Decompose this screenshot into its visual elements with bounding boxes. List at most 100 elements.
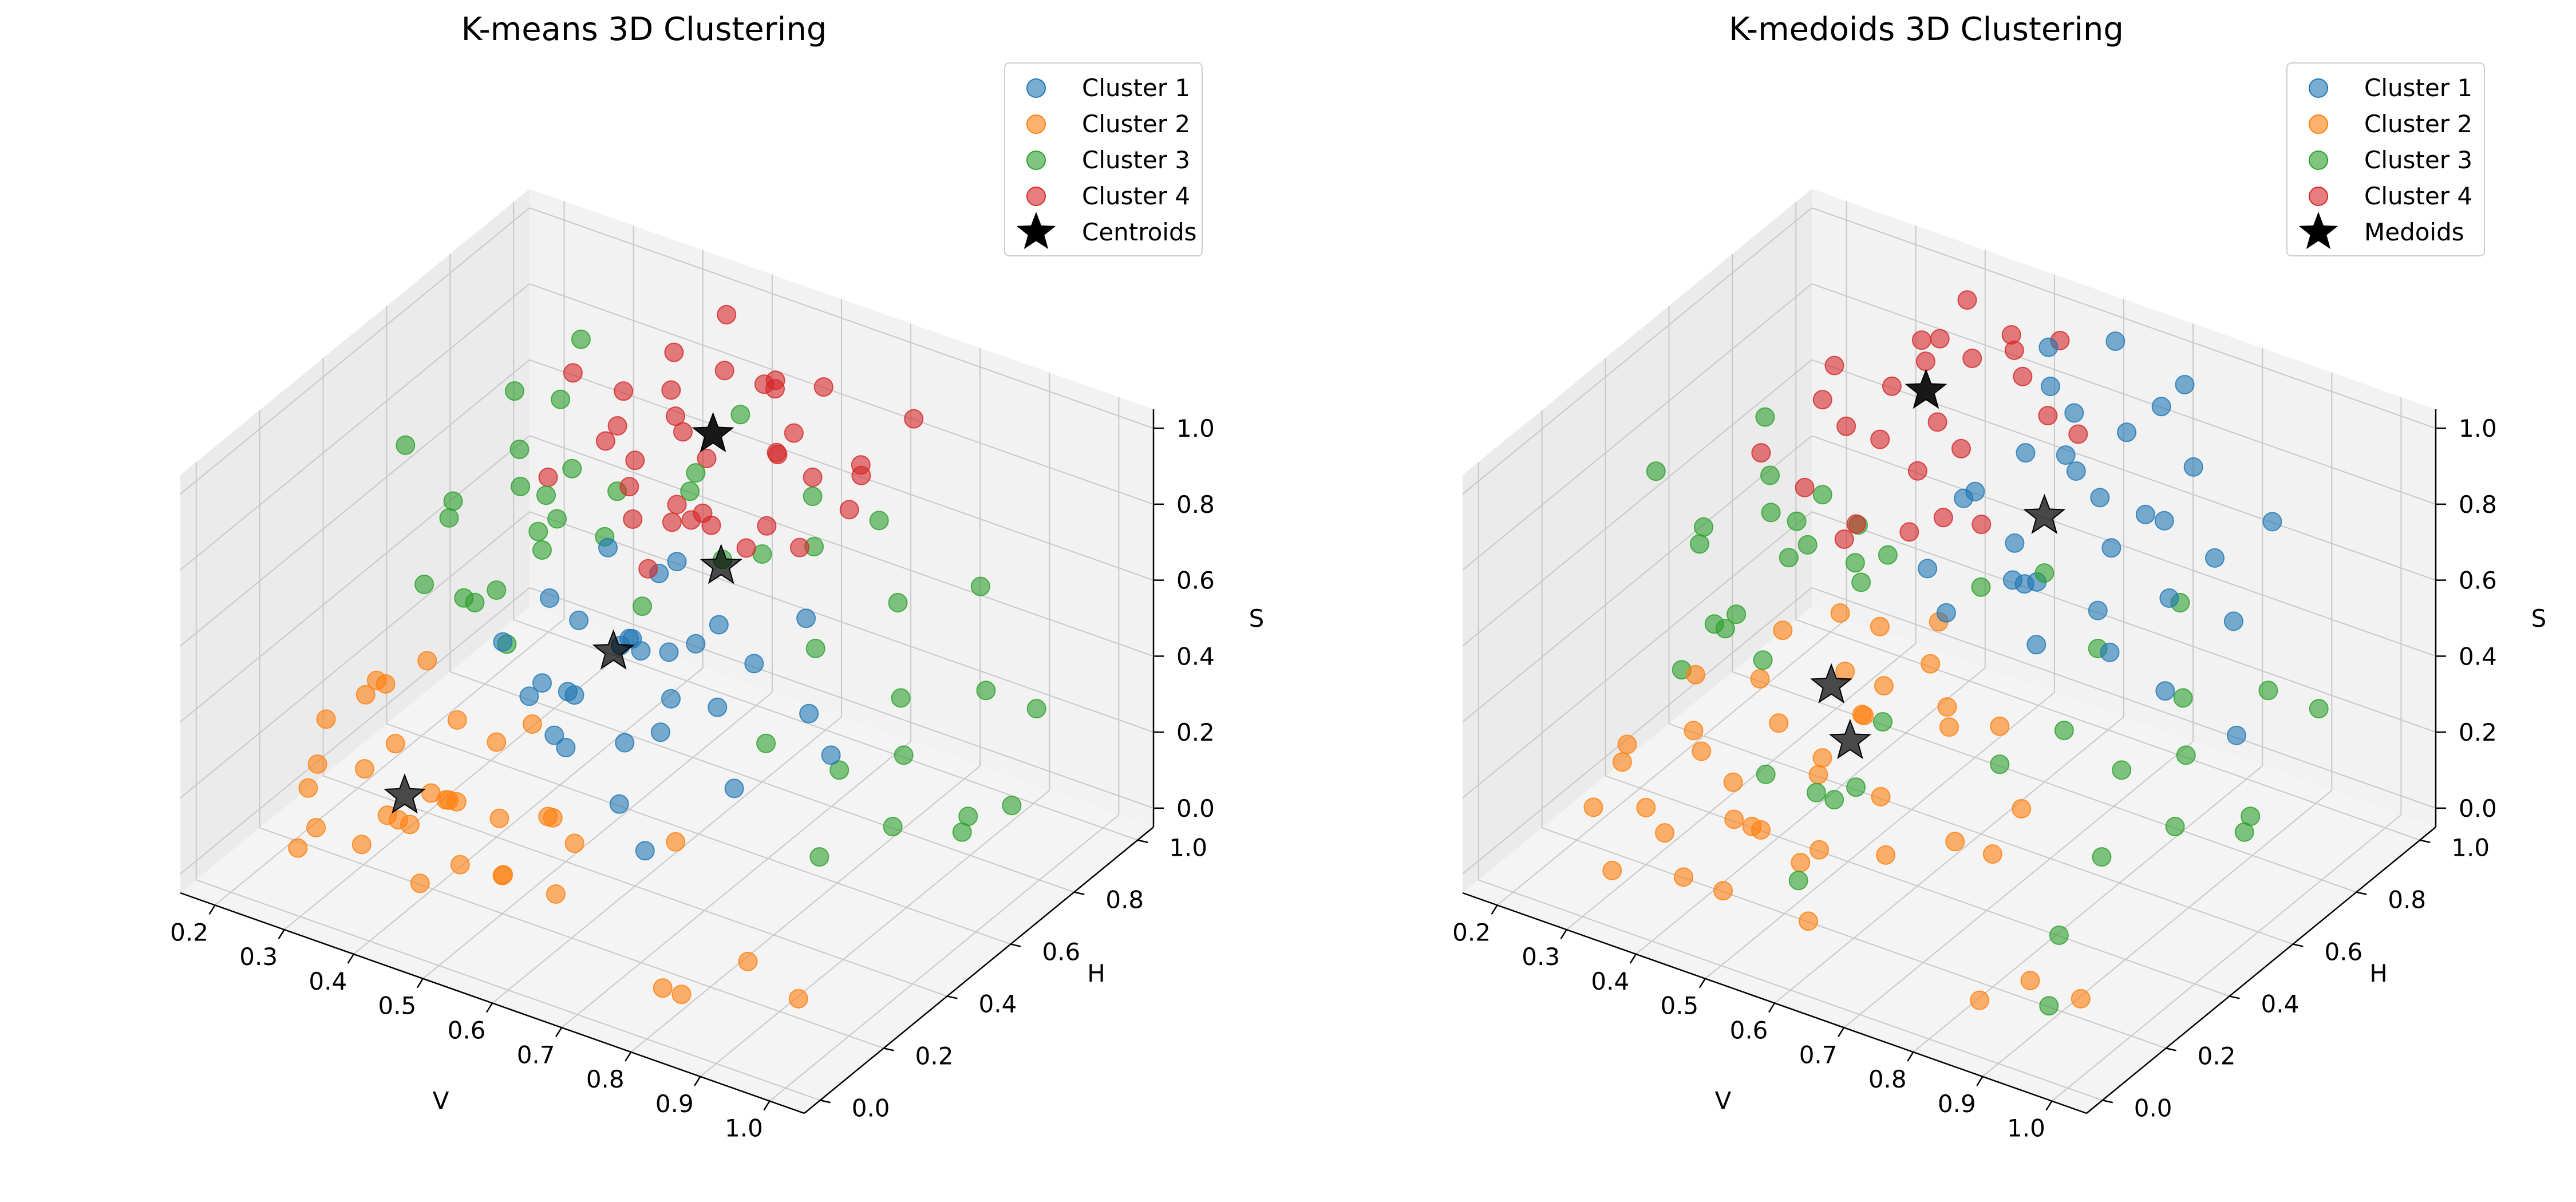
- data-point-cluster-4: [1930, 329, 1950, 349]
- legend-label: Cluster 1: [2364, 74, 2472, 102]
- x-axis-label: V: [433, 1087, 449, 1115]
- gridline-s-left: [180, 207, 530, 495]
- y-tick: [2356, 891, 2367, 895]
- left-pane: [180, 189, 530, 893]
- gridline-v-floor: [1635, 667, 1986, 955]
- gridline-v-floor: [1705, 691, 2055, 979]
- data-point-cluster-2: [298, 778, 318, 798]
- gridline-s-left: [180, 511, 530, 798]
- gridline-h-floor: [1605, 775, 2230, 997]
- gridline-h-floor: [450, 671, 1074, 893]
- legend-label: Cluster 4: [1082, 182, 1190, 210]
- data-point-cluster-3: [1779, 548, 1799, 568]
- data-point-cluster-2: [1655, 823, 1675, 843]
- data-point-cluster-1: [2262, 512, 2282, 532]
- data-point-cluster-3: [562, 458, 582, 479]
- gridline-s-back: [529, 511, 1154, 733]
- legend-label: Cluster 3: [2364, 146, 2472, 174]
- data-point-cluster-2: [1674, 867, 1693, 887]
- data-point-cluster-1: [1918, 559, 1938, 579]
- data-point-cluster-1: [2183, 457, 2203, 477]
- scatter-points: [288, 305, 1046, 1009]
- data-point-cluster-3: [803, 487, 823, 507]
- x-tick: [555, 1027, 563, 1037]
- data-point-cluster-4: [1915, 351, 1935, 371]
- data-point-cluster-2: [1835, 661, 1855, 681]
- z-tick-label: 0.0: [2459, 794, 2497, 823]
- gridline-s-left: [1462, 511, 1812, 798]
- data-point-cluster-3: [952, 822, 972, 842]
- data-point-cluster-3: [2034, 563, 2055, 583]
- x-tick-label: 0.3: [239, 943, 278, 971]
- data-point-cluster-1: [532, 673, 552, 693]
- data-point-cluster-3: [2054, 721, 2074, 741]
- data-point-cluster-3: [1694, 517, 1713, 537]
- data-point-cluster-1: [2205, 548, 2225, 568]
- data-point-cluster-2: [1812, 748, 1832, 768]
- data-point-cluster-4: [664, 342, 684, 362]
- data-point-cluster-4: [697, 449, 717, 468]
- data-point-cluster-1: [1936, 603, 1956, 623]
- data-point-cluster-3: [1646, 461, 1666, 481]
- x-tick-label: 0.7: [1799, 1041, 1838, 1069]
- gridline-h-floor: [196, 879, 821, 1101]
- gridline-s-left: [1462, 359, 1812, 647]
- x-tick-label: 0.9: [655, 1090, 694, 1118]
- data-point-cluster-4: [2013, 366, 2033, 386]
- data-point-cluster-4: [2068, 424, 2088, 444]
- data-point-cluster-4: [1846, 514, 1866, 534]
- gridline-s-back: [1811, 511, 2436, 733]
- gridline-s-back: [529, 435, 1154, 657]
- data-point-cluster-4: [681, 510, 701, 530]
- gridline-v-floor: [1982, 790, 2332, 1077]
- data-point-cluster-3: [1026, 699, 1046, 719]
- data-point-cluster-2: [307, 754, 327, 774]
- data-point-cluster-3: [976, 681, 996, 701]
- z-tick-label: 0.0: [1176, 794, 1215, 823]
- data-point-cluster-4: [2004, 341, 2024, 360]
- data-point-cluster-4: [790, 537, 809, 557]
- x-tick: [278, 929, 285, 939]
- data-point-cluster-1: [2026, 635, 2046, 655]
- data-point-cluster-2: [1769, 713, 1789, 733]
- x-tick: [1560, 929, 1567, 939]
- data-point-cluster-1: [2038, 337, 2059, 357]
- data-point-cluster-1: [661, 689, 681, 709]
- center-marker: [2023, 493, 2066, 535]
- center-marker: [1828, 718, 1871, 760]
- data-point-cluster-3: [454, 588, 474, 608]
- data-point-cluster-2: [2071, 989, 2091, 1009]
- data-point-cluster-2: [1692, 741, 1712, 761]
- data-point-cluster-3: [1755, 407, 1775, 427]
- legend-marker: [2309, 114, 2328, 134]
- data-point-cluster-1: [724, 778, 744, 798]
- data-point-cluster-3: [2173, 688, 2193, 708]
- data-point-cluster-2: [366, 670, 386, 690]
- legend-label: Cluster 1: [1082, 74, 1190, 102]
- data-point-cluster-2: [1871, 786, 1891, 806]
- gridline-s-left: [180, 435, 530, 723]
- x-tick: [1629, 954, 1637, 964]
- gridline-s-left: [180, 359, 530, 647]
- data-point-cluster-1: [2223, 611, 2243, 631]
- data-point-cluster-3: [805, 639, 825, 658]
- tick-labels: 0.2 0.3 0.4 0.5 0.6 0.7 0.8 0.9 1.0 0.0 0.2 0.4 0.6 0…: [1452, 414, 2497, 1142]
- data-point-cluster-4: [625, 450, 645, 470]
- z-tick-label: 0.4: [1176, 642, 1215, 670]
- data-point-cluster-4: [765, 370, 785, 390]
- data-point-cluster-1: [569, 610, 589, 630]
- data-point-cluster-1: [544, 725, 564, 745]
- data-point-cluster-3: [2165, 817, 2185, 837]
- data-point-cluster-3: [443, 491, 463, 511]
- data-point-cluster-3: [2112, 760, 2132, 780]
- data-point-cluster-2: [1990, 716, 2010, 736]
- legend-label: Cluster 4: [2364, 182, 2472, 210]
- gridline-s-back: [1811, 207, 2436, 429]
- data-point-cluster-1: [2088, 600, 2108, 620]
- x-tick-label: 0.8: [1868, 1065, 1907, 1093]
- data-point-cluster-2: [543, 808, 563, 828]
- gridline-v-floor: [353, 667, 704, 955]
- y-tick-label: 0.0: [852, 1094, 890, 1122]
- data-point-cluster-1: [2175, 375, 2195, 394]
